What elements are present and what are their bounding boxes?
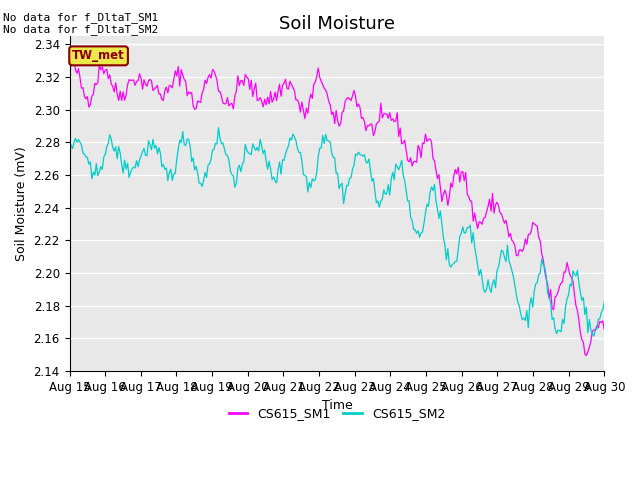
CS615_SM2 <box>572 273 580 279</box>
CS615_SM1 <box>132 79 140 84</box>
CS615_SM1 <box>301 116 308 121</box>
CS615_SM2 <box>131 165 139 171</box>
Y-axis label: Soil Moisture (mV): Soil Moisture (mV) <box>15 146 28 261</box>
Text: No data for f_DltaT_SM1
No data for f_DltaT_SM2: No data for f_DltaT_SM1 No data for f_Dl… <box>3 12 159 36</box>
CS615_SM1 <box>66 62 74 68</box>
CS615_SM1 <box>572 303 580 309</box>
Text: TW_met: TW_met <box>72 49 125 62</box>
CS615_SM2 <box>244 150 252 156</box>
Line: CS615_SM1: CS615_SM1 <box>70 59 604 356</box>
CS615_SM2 <box>301 172 308 178</box>
X-axis label: Time: Time <box>321 399 352 412</box>
CS615_SM2 <box>590 333 598 339</box>
CS615_SM1 <box>70 56 78 62</box>
CS615_SM1 <box>582 353 590 359</box>
CS615_SM1 <box>227 101 234 107</box>
CS615_SM2 <box>253 144 261 150</box>
CS615_SM2 <box>66 152 74 158</box>
Title: Soil Moisture: Soil Moisture <box>279 15 395 33</box>
Line: CS615_SM2: CS615_SM2 <box>70 128 604 336</box>
Legend: CS615_SM1, CS615_SM2: CS615_SM1, CS615_SM2 <box>223 402 451 425</box>
CS615_SM2 <box>227 168 234 174</box>
CS615_SM1 <box>253 97 261 103</box>
CS615_SM1 <box>244 76 252 82</box>
CS615_SM1 <box>600 326 608 332</box>
CS615_SM2 <box>214 125 222 131</box>
CS615_SM2 <box>600 299 608 305</box>
